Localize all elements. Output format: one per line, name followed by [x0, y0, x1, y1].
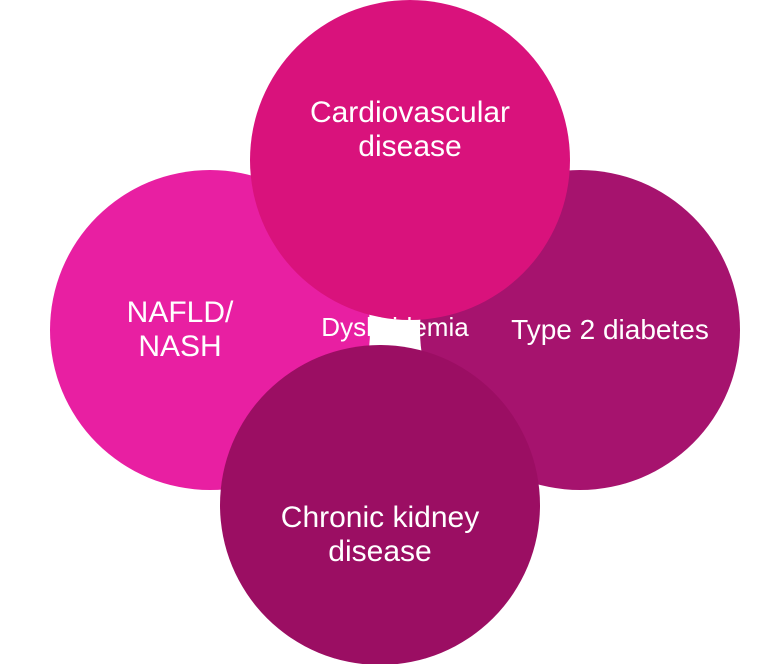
center-label-text: Dyslipidemia: [321, 312, 468, 342]
circle-top-label: Cardiovasculardisease: [310, 96, 510, 165]
center-label: Dyslipidemia: [295, 312, 495, 343]
circle-right-label: Type 2 diabetes: [511, 314, 709, 346]
circle-left-label: NAFLD/NASH: [127, 296, 234, 365]
circle-bottom: Chronic kidneydisease: [220, 345, 540, 664]
circle-bottom-label: Chronic kidneydisease: [281, 501, 479, 570]
circle-top: Cardiovasculardisease: [250, 0, 570, 320]
diagram-stage: NAFLD/NASH Type 2 diabetes Cardiovascula…: [0, 0, 780, 664]
